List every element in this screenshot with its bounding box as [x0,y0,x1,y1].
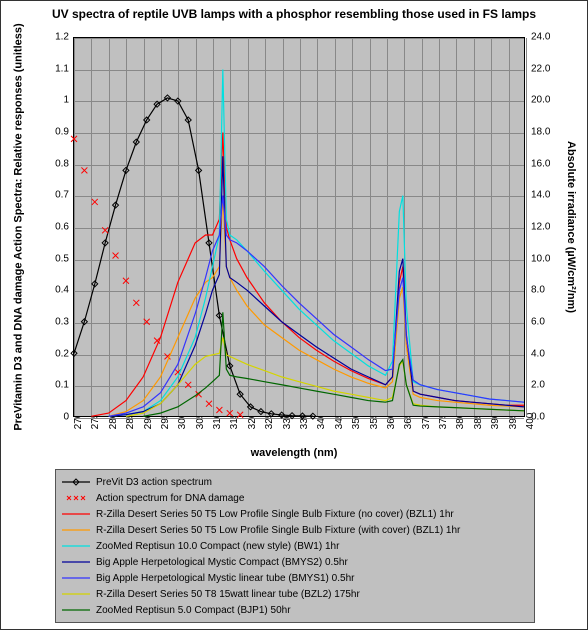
legend-swatch [62,556,90,568]
legend-label: R-Zilla Desert Series 50 T5 Low Profile … [96,509,454,520]
legend-label: Big Apple Herpetological Mystic linear t… [96,573,354,584]
series-bzl1-nocover [91,133,524,417]
y-axis-left-label: PreVitamin D3 and DNA damage Action Spec… [9,37,29,417]
legend-swatch [62,604,90,616]
legend-swatch [62,588,90,600]
y-left-tick: 0.3 [55,317,69,328]
y-left-tick: 0 [63,412,69,423]
legend-item: R-Zilla Desert Series 50 T5 Low Profile … [62,506,528,522]
y-left-tick: 0.8 [55,158,69,169]
series-previt-d3 [74,98,313,416]
legend-item: Action spectrum for DNA damage [62,490,528,506]
legend-swatch [62,492,90,504]
series-bzl2 [126,337,524,416]
y-left-tick: 0.5 [55,253,69,264]
y-left-tick: 1.2 [55,32,69,43]
legend-label: R-Zilla Desert Series 50 T8 15watt linea… [96,589,360,600]
legend-swatch [62,572,90,584]
legend-item: ZooMed Reptisun 10.0 Compact (new style)… [62,538,528,554]
legend-swatch [62,508,90,520]
y-right-tick: 12.0 [531,222,550,233]
chart-curves [74,38,524,416]
legend-label: R-Zilla Desert Series 50 T5 Low Profile … [96,525,460,536]
y-right-tick: 18.0 [531,127,550,138]
y-left-tick: 0.6 [55,222,69,233]
legend-item: Big Apple Herpetological Mystic linear t… [62,570,528,586]
legend-label: ZooMed Reptisun 5.0 Compact (BJP1) 50hr [96,605,291,616]
plot-area [73,37,525,417]
legend-item: R-Zilla Desert Series 50 T8 15watt linea… [62,586,528,602]
y-right-tick: 20.0 [531,95,550,106]
y-left-tick: 1 [63,95,69,106]
legend-item: Big Apple Herpetological Mystic Compact … [62,554,528,570]
legend-item: R-Zilla Desert Series 50 T5 Low Profile … [62,522,528,538]
y-right-tick: 4.0 [531,348,545,359]
series-bw1 [109,70,524,417]
y-right-tick: 14.0 [531,190,550,201]
y-right-tick: 16.0 [531,158,550,169]
y-right-tick: 24.0 [531,32,550,43]
y-axis-right-label: Absolute irradiance (µW/cm²/nm) [561,37,581,417]
series-bmys2 [109,156,524,416]
legend-swatch [62,476,90,488]
y-axis-left-ticks: 00.10.20.30.40.50.60.70.80.911.11.2 [53,37,73,417]
y-left-tick: 0.7 [55,190,69,201]
legend: PreVit D3 action spectrum Action spectrum… [55,469,535,623]
chart-title: UV spectra of reptile UVB lamps with a p… [1,7,587,21]
y-left-tick: 0.1 [55,380,69,391]
y-right-tick: 22.0 [531,63,550,74]
y-right-tick: 8.0 [531,285,545,296]
legend-item: PreVit D3 action spectrum [62,474,528,490]
y-left-tick: 1.1 [55,63,69,74]
y-left-tick: 0.9 [55,127,69,138]
legend-item: ZooMed Reptisun 5.0 Compact (BJP1) 50hr [62,602,528,618]
y-right-tick: 6.0 [531,317,545,328]
y-axis-right-ticks: 0.02.04.06.08.010.012.014.016.018.020.02… [525,37,555,417]
chart-container: UV spectra of reptile UVB lamps with a p… [0,0,588,630]
legend-label: Big Apple Herpetological Mystic Compact … [96,557,348,568]
y-right-tick: 10.0 [531,253,550,264]
y-left-tick: 0.4 [55,285,69,296]
legend-label: ZooMed Reptisun 10.0 Compact (new style)… [96,541,339,552]
x-axis-label: wavelength (nm) [1,447,587,459]
legend-label: PreVit D3 action spectrum [96,477,212,488]
legend-swatch [62,540,90,552]
y-right-tick: 2.0 [531,380,545,391]
y-left-tick: 0.2 [55,348,69,359]
legend-label: Action spectrum for DNA damage [96,493,244,504]
legend-swatch [62,524,90,536]
